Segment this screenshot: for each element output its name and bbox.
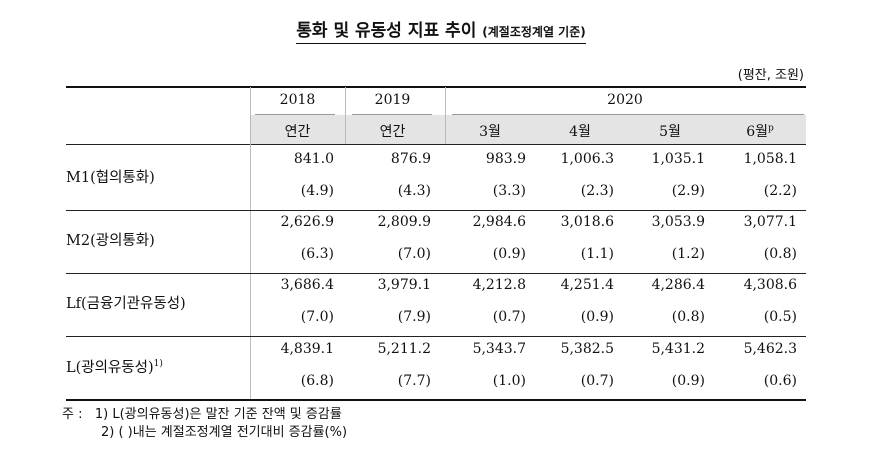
value-cell: 5,343.7 (472, 341, 526, 357)
growth-cell: (2.2) (763, 183, 797, 199)
column-separator (250, 87, 251, 400)
period-jun: 6월p (715, 121, 805, 141)
note-line-2: 2) ( )내는 계절조정계열 전기대비 증감률(%) (101, 421, 347, 440)
value-cell: 5,382.5 (560, 341, 614, 357)
growth-cell: (0.6) (763, 373, 797, 389)
growth-cell: (4.3) (397, 183, 431, 199)
note-line-1: 주 : 1) L(광의유동성)은 말잔 기준 잔액 및 증감률 (62, 403, 342, 422)
growth-cell: (0.8) (763, 246, 797, 262)
value-cell: 3,053.9 (651, 214, 705, 230)
value-cell: 2,984.6 (472, 214, 526, 230)
growth-cell: (2.3) (580, 183, 614, 199)
row-label-footnote: 1) (153, 359, 163, 370)
period-may: 5월 (659, 124, 681, 140)
period-2019-annual: 연간 (379, 124, 406, 140)
year-2018: 2018 (279, 92, 316, 108)
value-cell: 2,626.9 (280, 214, 334, 230)
table-top-border (66, 86, 806, 88)
row-separator (66, 210, 806, 211)
growth-cell: (2.9) (671, 183, 705, 199)
growth-cell: (0.9) (580, 309, 614, 325)
value-cell: 1,058.1 (743, 151, 797, 167)
value-cell: 2,809.9 (377, 214, 431, 230)
row-label-text: M2(광의통화) (66, 233, 155, 249)
column-separator (345, 87, 346, 144)
growth-cell: (3.3) (492, 183, 526, 199)
value-cell: 1,035.1 (651, 151, 705, 167)
value-cell: 876.9 (390, 151, 431, 167)
note-2: 2) ( )내는 계절조정계열 전기대비 증감률(%) (101, 425, 348, 440)
value-cell: 4,839.1 (280, 341, 334, 357)
title-sub: (계절조정계열 기준) (482, 25, 586, 39)
value-cell: 3,979.1 (377, 277, 431, 293)
growth-cell: (7.0) (397, 246, 431, 262)
growth-cell: (0.9) (671, 373, 705, 389)
growth-cell: (0.7) (580, 373, 614, 389)
year-underline-2018 (255, 114, 335, 115)
table-bottom-border (66, 399, 806, 401)
growth-cell: (7.7) (397, 373, 431, 389)
growth-cell: (0.5) (763, 309, 797, 325)
row-label: M1(협의통화) (66, 166, 155, 187)
value-cell: 4,251.4 (560, 277, 614, 293)
value-cell: 4,212.8 (472, 277, 526, 293)
row-label: Lf(금융기관유동성) (66, 292, 186, 313)
value-cell: 1,006.3 (560, 151, 614, 167)
header-bottom-border (66, 144, 806, 145)
period-mar: 3월 (479, 124, 501, 140)
period-apr: 4월 (569, 124, 591, 140)
note-prefix: 주 : (62, 407, 83, 422)
column-separator (445, 87, 446, 144)
growth-cell: (4.9) (300, 183, 334, 199)
row-label: M2(광의통화) (66, 229, 155, 250)
growth-cell: (0.7) (492, 309, 526, 325)
row-label-text: M1(협의통화) (66, 170, 155, 186)
row-label-text: L(광의유동성) (66, 360, 154, 376)
value-cell: 5,211.2 (377, 341, 431, 357)
growth-cell: (1.1) (580, 246, 614, 262)
growth-cell: (6.3) (300, 246, 334, 262)
value-cell: 983.9 (485, 151, 526, 167)
value-cell: 841.0 (293, 151, 334, 167)
period-jun-label: 6월 (746, 124, 769, 140)
row-label-text: Lf(금융기관유동성) (66, 296, 186, 312)
value-cell: 5,431.2 (651, 341, 705, 357)
value-cell: 3,686.4 (280, 277, 334, 293)
preliminary-mark: p (768, 123, 774, 134)
year-2019: 2019 (374, 92, 411, 108)
growth-cell: (0.8) (671, 309, 705, 325)
year-underline-2019 (352, 114, 432, 115)
growth-cell: (1.0) (492, 373, 526, 389)
period-2018-annual: 연간 (284, 124, 311, 140)
growth-cell: (1.2) (671, 246, 705, 262)
row-label: L(광의유동성)1) (66, 356, 163, 377)
growth-cell: (7.0) (300, 309, 334, 325)
row-separator (66, 336, 806, 337)
year-underline-2020 (452, 114, 804, 115)
value-cell: 5,462.3 (743, 341, 797, 357)
value-cell: 4,286.4 (651, 277, 705, 293)
growth-cell: (7.9) (397, 309, 431, 325)
growth-cell: (6.8) (300, 373, 334, 389)
note-1: 1) L(광의유동성)은 말잔 기준 잔액 및 증감률 (94, 407, 342, 422)
value-cell: 3,018.6 (560, 214, 614, 230)
table-title: 통화 및 유동성 지표 추이 (계절조정계열 기준) (0, 16, 882, 44)
year-2020: 2020 (607, 92, 643, 108)
header-shade (250, 115, 806, 144)
row-separator (66, 273, 806, 274)
title-main: 통화 및 유동성 지표 추이 (296, 21, 477, 41)
growth-cell: (0.9) (492, 246, 526, 262)
value-cell: 3,077.1 (743, 214, 797, 230)
value-cell: 4,308.6 (743, 277, 797, 293)
unit-label: (평잔, 조원) (737, 68, 804, 83)
